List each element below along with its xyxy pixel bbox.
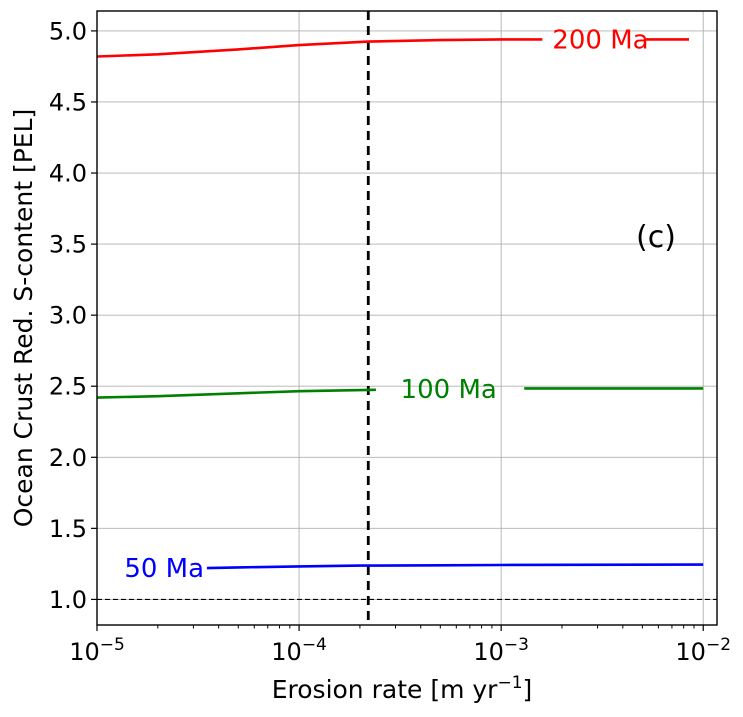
y-tick-label: 5.0 bbox=[49, 17, 87, 45]
y-tick-label: 4.5 bbox=[49, 88, 87, 116]
y-tick-label: 2.5 bbox=[49, 373, 87, 401]
series-label-2: 100 Ma bbox=[401, 375, 497, 405]
x-axis-label-main: Erosion rate [m yr bbox=[272, 675, 498, 704]
series-label-3: 50 Ma bbox=[124, 554, 204, 584]
y-tick-label: 3.0 bbox=[49, 302, 87, 330]
x-axis-ticks: 10−5 10−4 10−3 10−2 bbox=[69, 625, 731, 666]
series-line-1 bbox=[96, 38, 543, 58]
x-axis-label: Erosion rate [m yr−1] bbox=[272, 673, 533, 704]
gridlines bbox=[96, 11, 717, 625]
y-tick-label: 4.0 bbox=[49, 160, 87, 188]
series-line-3 bbox=[206, 563, 704, 570]
x-tick-label: 10−5 bbox=[69, 635, 125, 666]
reference-lines bbox=[97, 11, 717, 625]
y-axis-ticks: 1.0 1.5 2.0 2.5 3.0 3.5 4.0 4.5 5.0 bbox=[49, 17, 97, 614]
y-tick-label: 2.0 bbox=[49, 444, 87, 472]
x-tick-label: 10−4 bbox=[271, 635, 327, 666]
series-lines bbox=[96, 38, 704, 570]
x-axis-label-exponent: −1 bbox=[497, 673, 522, 693]
series-labels: 200 Ma 100 Ma 50 Ma bbox=[124, 25, 648, 584]
y-axis-label: Ocean Crust Red. S-content [PEL] bbox=[9, 109, 38, 528]
x-axis-label-end: ] bbox=[523, 675, 533, 704]
panel-label: (c) bbox=[636, 220, 676, 255]
y-tick-label: 1.5 bbox=[49, 515, 87, 543]
series-label-1: 200 Ma bbox=[552, 25, 648, 55]
x-tick-label: 10−3 bbox=[473, 635, 529, 666]
series-line-2 bbox=[96, 388, 376, 399]
y-tick-label: 3.5 bbox=[49, 231, 87, 259]
x-tick-label: 10−2 bbox=[675, 635, 731, 666]
y-tick-label: 1.0 bbox=[49, 586, 87, 614]
plot-frame bbox=[96, 10, 718, 626]
